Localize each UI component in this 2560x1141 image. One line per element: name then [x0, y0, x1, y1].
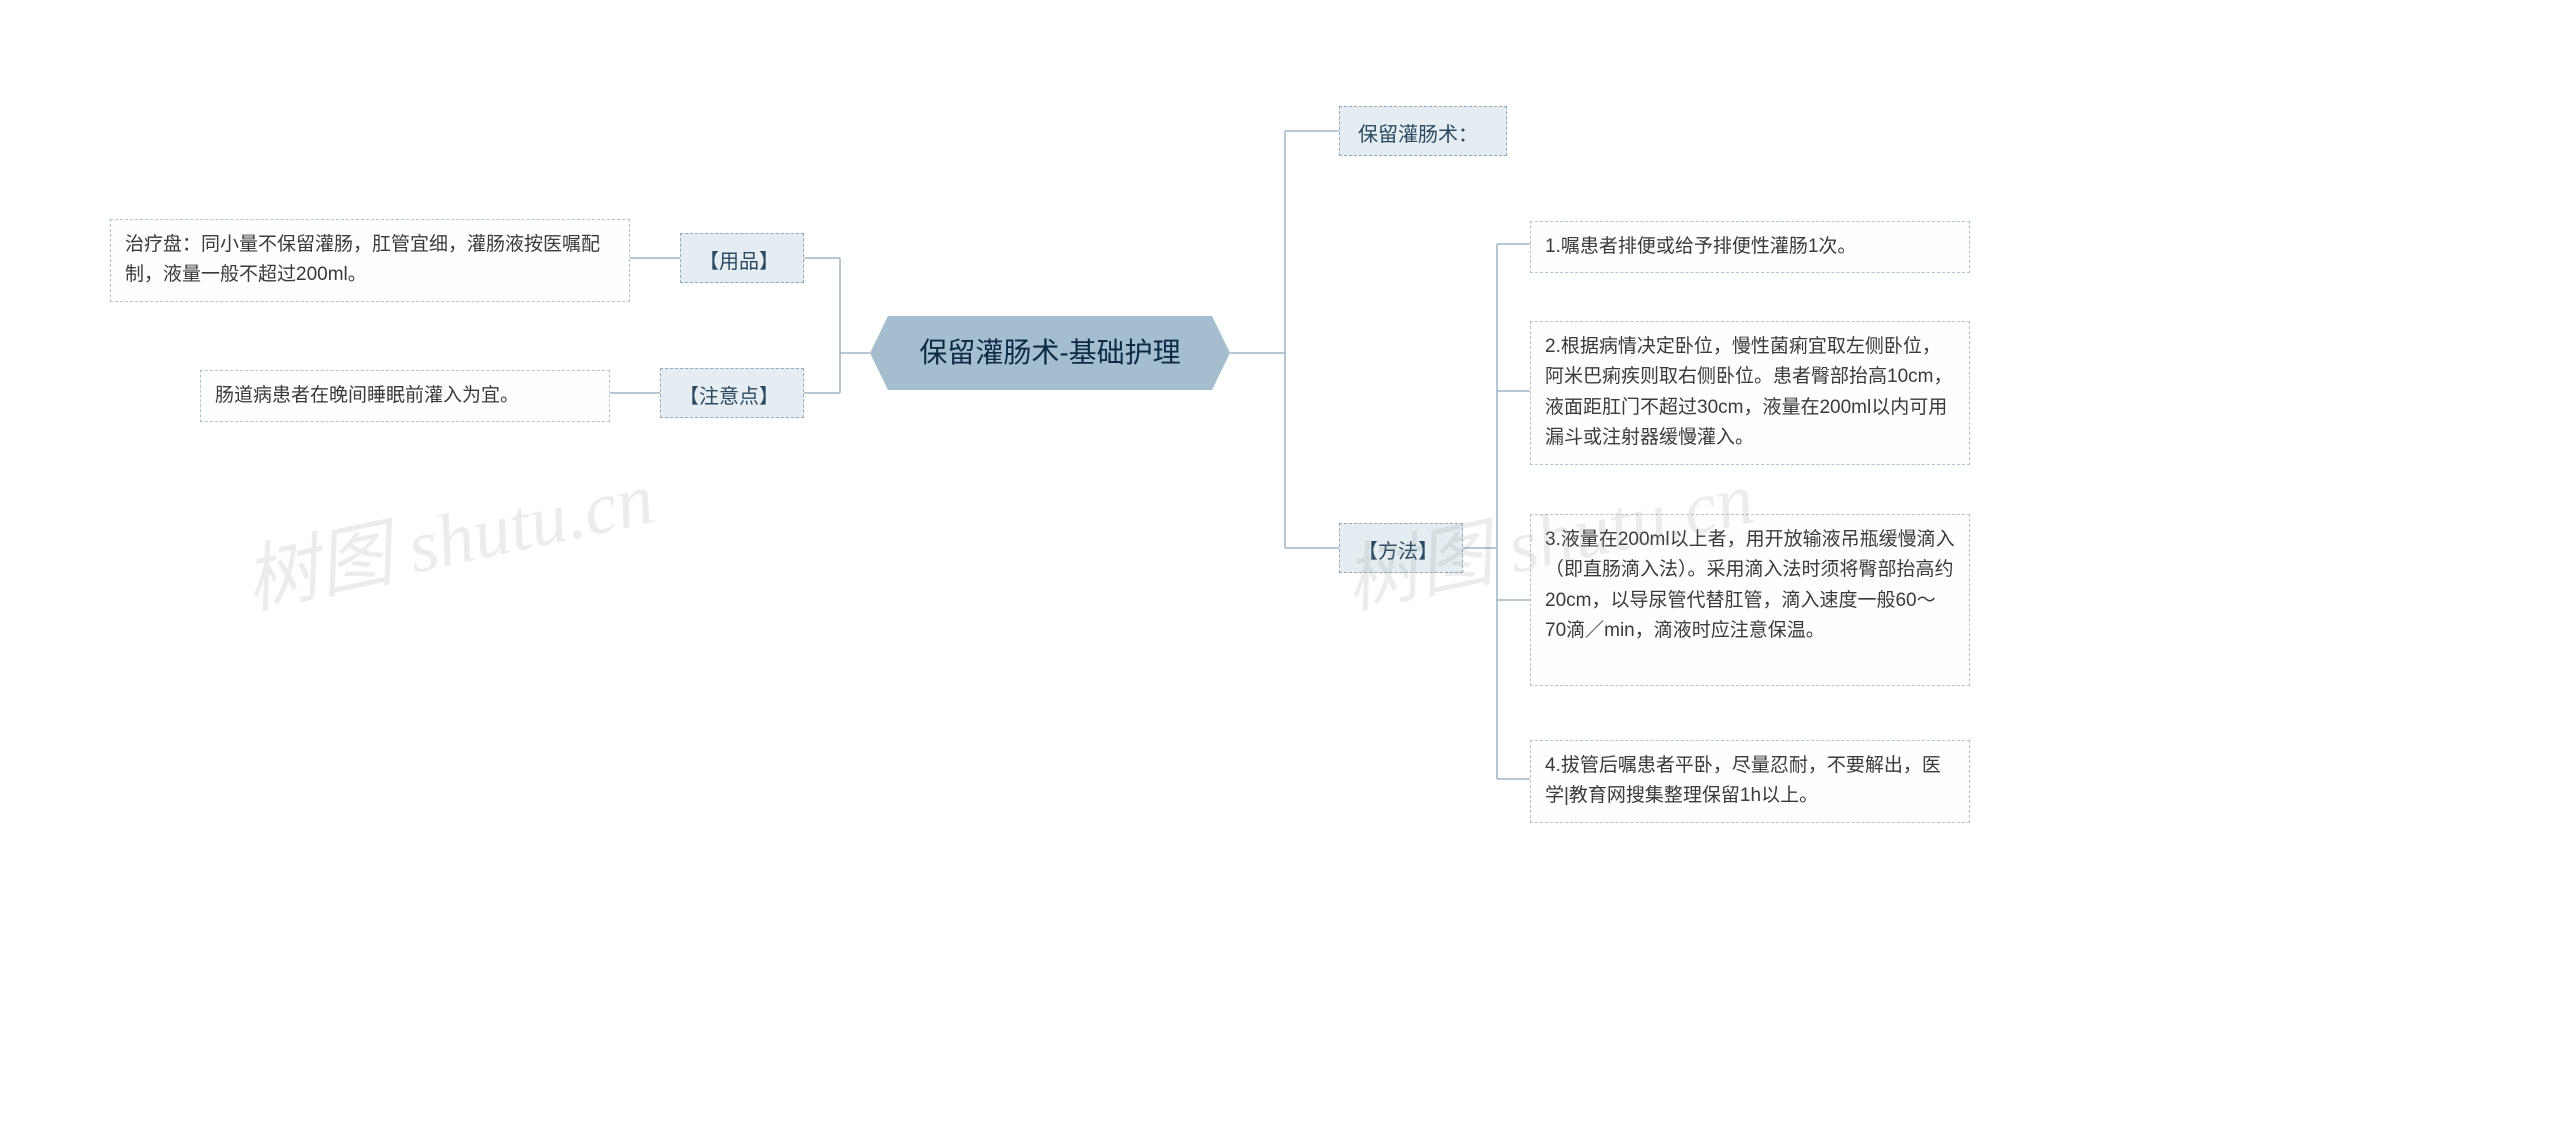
center-node: 保留灌肠术-基础护理 [870, 316, 1230, 390]
leaf-attention-1: 肠道病患者在晚间睡眠前灌入为宜。 [200, 370, 610, 422]
category-definition-label: 保留灌肠术： [1358, 124, 1478, 146]
category-definition: 保留灌肠术： [1339, 106, 1507, 156]
connector-layer [0, 0, 2560, 1141]
center-label: 保留灌肠术-基础护理 [919, 337, 1180, 368]
leaf-method-4-text: 4.拔管后嘱患者平卧，尽量忍耐，不要解出，医学|教育网搜集整理保留1h以上。 [1545, 755, 1941, 806]
leaf-supplies-1: 治疗盘：同小量不保留灌肠，肛管宜细，灌肠液按医嘱配制，液量一般不超过200ml。 [110, 219, 630, 302]
leaf-attention-1-text: 肠道病患者在晚间睡眠前灌入为宜。 [215, 385, 519, 406]
leaf-supplies-1-text: 治疗盘：同小量不保留灌肠，肛管宜细，灌肠液按医嘱配制，液量一般不超过200ml。 [125, 234, 600, 285]
watermark: 树图 shutu.cn [233, 438, 661, 629]
leaf-method-1-text: 1.嘱患者排便或给予排便性灌肠1次。 [1545, 236, 1856, 257]
category-attention-label: 【注意点】 [679, 386, 779, 408]
leaf-method-3-text: 3.液量在200ml以上者，用开放输液吊瓶缓慢滴入（即直肠滴入法）。采用滴入法时… [1545, 529, 1955, 641]
category-attention: 【注意点】 [660, 368, 804, 418]
category-supplies-label: 【用品】 [699, 251, 779, 273]
leaf-method-1: 1.嘱患者排便或给予排便性灌肠1次。 [1530, 221, 1970, 273]
leaf-method-2: 2.根据病情决定卧位，慢性菌痢宜取左侧卧位，阿米巴痢疾则取右侧卧位。患者臀部抬高… [1530, 321, 1970, 465]
leaf-method-3: 3.液量在200ml以上者，用开放输液吊瓶缓慢滴入（即直肠滴入法）。采用滴入法时… [1530, 514, 1970, 686]
category-method: 【方法】 [1339, 523, 1463, 573]
leaf-method-4: 4.拔管后嘱患者平卧，尽量忍耐，不要解出，医学|教育网搜集整理保留1h以上。 [1530, 740, 1970, 823]
category-method-label: 【方法】 [1358, 541, 1438, 563]
category-supplies: 【用品】 [680, 233, 804, 283]
leaf-method-2-text: 2.根据病情决定卧位，慢性菌痢宜取左侧卧位，阿米巴痢疾则取右侧卧位。患者臀部抬高… [1545, 336, 1952, 448]
watermark-text-0: 树图 shutu.cn [238, 458, 661, 625]
